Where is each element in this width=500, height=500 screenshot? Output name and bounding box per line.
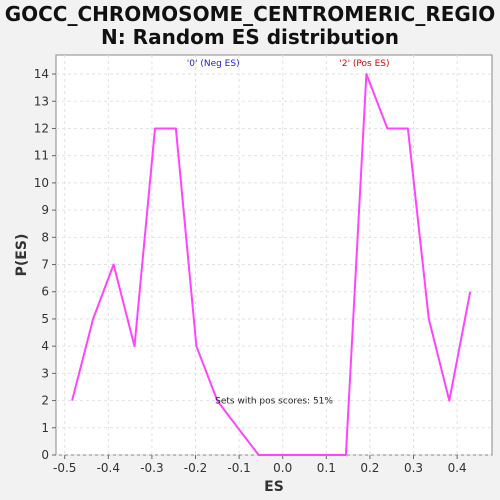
y-tick-label: 8 <box>41 230 49 244</box>
y-tick-label: 10 <box>34 176 49 190</box>
y-tick-label: 12 <box>34 121 49 135</box>
y-tick-label: 4 <box>41 339 49 353</box>
series-layer <box>71 73 472 456</box>
x-tick-label: 0.0 <box>273 461 292 475</box>
x-tick-label: -0.5 <box>53 461 76 475</box>
y-tick-label: 9 <box>41 203 49 217</box>
chart-title-line2: N: Random ES distribution <box>101 25 399 49</box>
x-tick-label: 0.1 <box>317 461 336 475</box>
plot-area <box>55 54 493 456</box>
x-tick-label: -0.3 <box>140 461 163 475</box>
x-tick-label: 0.3 <box>404 461 423 475</box>
y-tick-label: 5 <box>41 312 49 326</box>
x-tick-label: -0.4 <box>97 461 120 475</box>
x-tick-label: 0.2 <box>360 461 379 475</box>
annotation-label: '2' (Pos ES) <box>339 59 389 69</box>
grid <box>56 55 492 456</box>
y-tick-label: 14 <box>34 67 49 81</box>
annotation-label: '0' (Neg ES) <box>187 59 240 69</box>
y-tick-label: 11 <box>34 149 49 163</box>
y-tick-label: 6 <box>41 285 49 299</box>
y-tick-label: 7 <box>41 258 49 272</box>
x-tick-label: 0.4 <box>448 461 467 475</box>
x-axis-label: ES <box>264 479 284 495</box>
series-line <box>71 73 472 456</box>
chart-title-line1: GOCC_CHROMOSOME_CENTROMERIC_REGIO <box>5 2 496 26</box>
annotations: '0' (Neg ES) '2' (Pos ES) Sets with pos sc… <box>187 59 390 406</box>
x-tick-label: -0.1 <box>227 461 250 475</box>
annotation-label: Sets with pos scores: 51% <box>215 396 333 406</box>
y-tick-label: 3 <box>41 366 49 380</box>
y-tick-label: 1 <box>41 421 49 435</box>
y-axis-label: P(ES) <box>14 234 30 277</box>
x-tick-label: -0.2 <box>184 461 207 475</box>
y-tick-label: 2 <box>41 394 49 408</box>
y-tick-label: 13 <box>34 94 49 108</box>
y-tick-label: 0 <box>41 448 49 462</box>
